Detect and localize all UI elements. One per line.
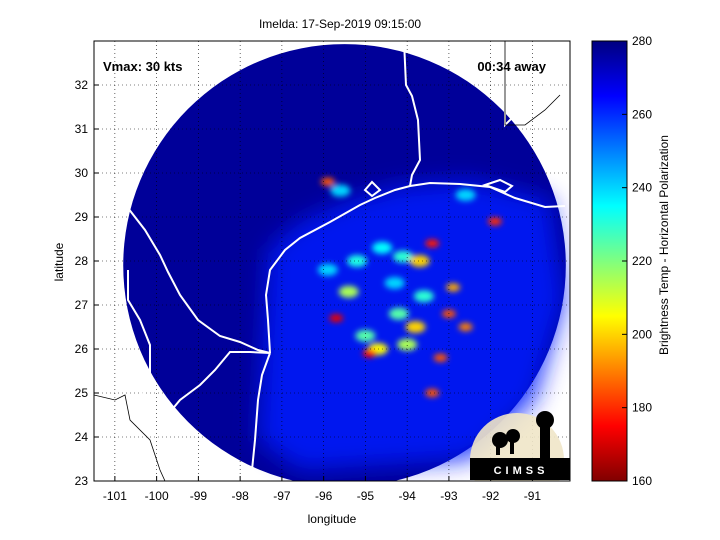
colorbar-tick-label: 160 — [632, 474, 652, 488]
x-tick-label: -96 — [315, 489, 333, 503]
cold-cell-21 — [320, 177, 335, 186]
cold-cell-23 — [455, 189, 476, 201]
x-tick-label: -93 — [440, 489, 458, 503]
cold-cell-1 — [372, 241, 393, 254]
y-tick-label: 30 — [75, 166, 89, 180]
x-tick-label: -101 — [103, 489, 127, 503]
cold-cell-0 — [347, 255, 368, 267]
x-tick-label: -97 — [273, 489, 291, 503]
cold-cell-22 — [330, 184, 351, 197]
colorbar-tick-label: 220 — [632, 254, 652, 268]
x-tick-label: -99 — [190, 489, 208, 503]
x-tick-label: -100 — [145, 489, 169, 503]
cold-cell-8 — [355, 329, 376, 342]
cold-cell-4 — [425, 239, 440, 248]
cold-cell-5 — [409, 255, 430, 267]
y-tick-label: 24 — [75, 430, 89, 444]
x-tick-label: -94 — [398, 489, 416, 503]
cold-cell-11 — [405, 321, 426, 333]
colorbar-tick-label: 200 — [632, 327, 652, 341]
y-tick-label: 26 — [75, 342, 89, 356]
x-tick-label: -95 — [357, 489, 375, 503]
cold-cell-19 — [397, 338, 418, 351]
colorbar-tick-label: 260 — [632, 107, 652, 121]
colorbar — [591, 40, 628, 482]
cold-cell-18 — [425, 388, 440, 398]
cold-cell-16 — [362, 349, 377, 358]
cold-cell-3 — [317, 263, 338, 276]
cold-cell-20 — [487, 217, 502, 226]
coastline-borders — [94, 41, 566, 471]
colorbar-tick-label: 180 — [632, 401, 652, 415]
cold-cell-2 — [392, 250, 413, 263]
cimss-logo: CIMSS — [470, 411, 570, 481]
x-tick-label: -91 — [524, 489, 542, 503]
y-tick-label: 27 — [75, 298, 89, 312]
y-axis-label: latitude — [52, 242, 66, 281]
cold-cell-6 — [338, 285, 359, 298]
cold-cell-10 — [388, 307, 409, 320]
colorbar-label: Brightness Temp - Horizontal Polarizatio… — [657, 135, 671, 355]
cold-cell-24 — [384, 277, 405, 289]
cold-cell-7 — [329, 314, 344, 323]
x-tick-label: -92 — [482, 489, 500, 503]
logo-text: CIMSS — [494, 465, 549, 477]
y-tick-label: 31 — [75, 122, 89, 136]
cold-cell-17 — [433, 353, 448, 362]
time-away-annotation: 00:34 away — [477, 59, 546, 74]
vmax-annotation: Vmax: 30 kts — [103, 59, 183, 74]
cold-cell-12 — [413, 290, 434, 303]
y-tick-label: 32 — [75, 78, 89, 92]
y-tick-label: 28 — [75, 254, 89, 268]
colorbar-tick-label: 240 — [632, 181, 652, 195]
y-tick-label: 29 — [75, 210, 89, 224]
cold-cell-15 — [446, 283, 461, 292]
x-tick-label: -98 — [231, 489, 249, 503]
y-tick-label: 25 — [75, 386, 89, 400]
y-tick-label: 23 — [75, 474, 89, 488]
cold-cell-14 — [458, 322, 473, 332]
colorbar-tick-label: 280 — [632, 34, 652, 48]
x-axis-label: longitude — [308, 512, 357, 526]
chart-title: Imelda: 17-Sep-2019 09:15:00 — [259, 17, 421, 31]
